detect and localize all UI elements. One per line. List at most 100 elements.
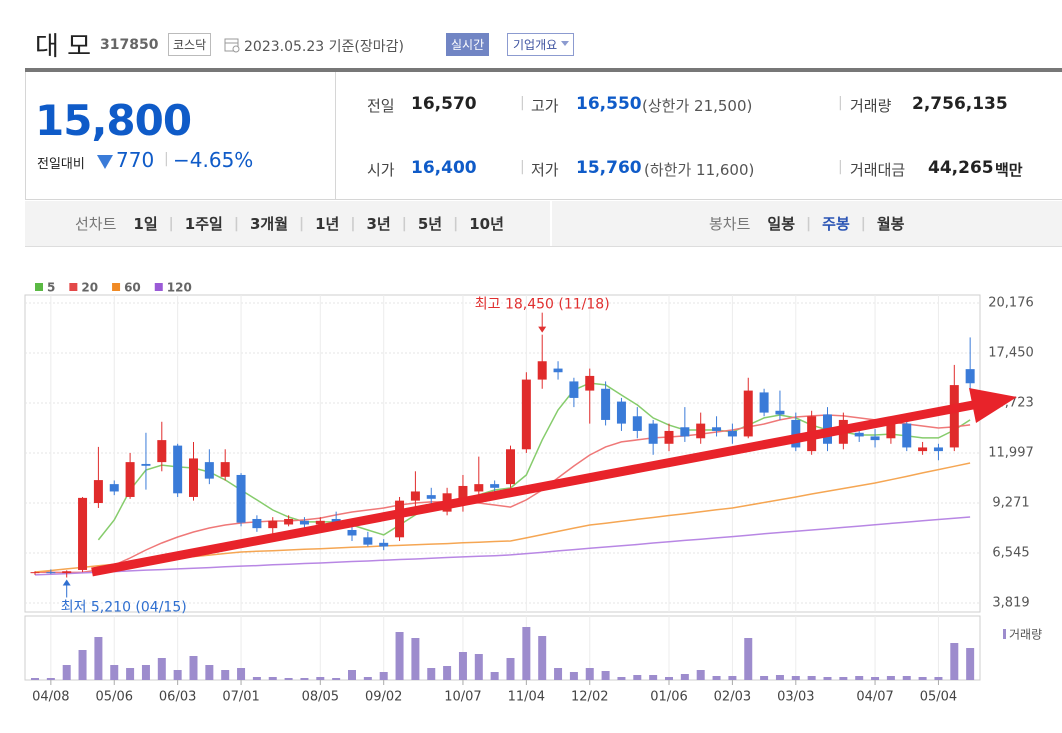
tab[interactable]: 3개월 <box>249 215 288 233</box>
candle-body <box>553 368 563 373</box>
x-tick-label: 11/04 <box>508 690 545 705</box>
volume-bar <box>379 672 388 680</box>
stock-name: 대 모 <box>35 32 92 62</box>
volume-bar <box>458 652 467 680</box>
tab[interactable]: 10년 <box>469 215 504 233</box>
candle-body <box>30 572 40 574</box>
volume-bar <box>443 666 452 680</box>
volume-bar <box>633 675 642 680</box>
realtime-button[interactable]: 실시간 <box>446 33 490 56</box>
candle-body <box>252 518 262 529</box>
candle-body <box>458 485 468 505</box>
moving-average-line <box>35 414 971 574</box>
candle-body <box>743 390 753 437</box>
period-tabs <box>25 201 1062 247</box>
separator: | <box>164 151 169 167</box>
change-label: 전일대비 <box>37 157 85 172</box>
candle-body <box>220 462 230 477</box>
market-badge: 코스닥 <box>168 33 212 56</box>
separator: | <box>233 215 239 232</box>
tab[interactable]: 1일 <box>133 215 158 233</box>
y-tick-label: 17,450 <box>988 345 1034 360</box>
item-value: 15,760 <box>576 158 642 178</box>
moving-average-line <box>97 382 971 541</box>
x-tick-label: 10/07 <box>444 690 481 705</box>
tab[interactable]: 일봉 <box>767 215 796 233</box>
candle-body <box>157 440 167 463</box>
candle-body <box>712 427 722 431</box>
candle-body <box>204 462 214 479</box>
stock-code: 317850 <box>100 37 159 53</box>
candle-body <box>189 458 198 497</box>
x-tick-label: 09/02 <box>365 690 402 705</box>
tab[interactable]: 3년 <box>366 215 391 233</box>
item-value: 16,400 <box>411 158 477 178</box>
volume-bar <box>569 672 578 680</box>
item-label: 거래대금 <box>850 161 906 179</box>
company-button[interactable]: 기업개요 <box>507 33 575 56</box>
volume-bar <box>363 677 372 680</box>
annotation: 최저 5,210 (04/15) <box>61 599 187 615</box>
tab-head: 봉차트 <box>709 215 751 233</box>
company-button-label[interactable]: 기업개요 <box>513 38 558 52</box>
tab[interactable]: 5년 <box>417 215 443 233</box>
candle-body <box>791 419 801 448</box>
legend-label: 120 <box>167 281 192 295</box>
volume-bar <box>126 668 135 680</box>
candle-body <box>109 484 119 492</box>
x-tick-label: 05/04 <box>920 690 957 705</box>
candle-body <box>426 495 436 499</box>
tab[interactable]: 1년 <box>315 215 340 233</box>
x-tick-label: 05/06 <box>96 690 133 705</box>
volume-bar <box>205 665 214 680</box>
y-tick-label: 3,819 <box>992 595 1029 610</box>
volume-bar <box>966 648 975 680</box>
item-label: 거래량 <box>850 97 892 115</box>
candle-body <box>918 447 928 452</box>
volume-bar <box>554 668 563 680</box>
calendar-icon <box>224 38 240 53</box>
tab[interactable]: 월봉 <box>876 215 905 233</box>
volume-bar <box>696 670 705 680</box>
candle-body <box>680 427 690 437</box>
item-value: 2,756,135 <box>912 94 1008 114</box>
tab[interactable]: 주봉 <box>822 215 850 233</box>
base-date: 2023.05.23 기준(장마감) <box>244 39 404 55</box>
candle-body <box>759 392 769 413</box>
volume-bar <box>300 678 309 680</box>
volume-bar <box>490 672 499 680</box>
tab[interactable]: 1주일 <box>184 215 223 233</box>
tab-divider <box>550 201 552 246</box>
volume-legend-swatch <box>1003 629 1006 639</box>
header-bar <box>25 68 1062 72</box>
x-tick-label: 06/03 <box>159 690 196 705</box>
volume-bar <box>522 627 531 680</box>
volume-bar <box>62 665 71 680</box>
legend-swatch <box>69 283 78 291</box>
candle-body <box>521 379 531 450</box>
separator: | <box>838 159 843 175</box>
volume-bar <box>649 675 658 680</box>
candle-body <box>949 385 959 448</box>
volume-bar <box>78 650 87 680</box>
x-tick-label: 04/07 <box>856 690 893 705</box>
candle-body <box>902 423 912 448</box>
x-tick-label: 01/06 <box>650 690 687 705</box>
volume-bar <box>601 671 610 680</box>
candle-body <box>727 430 737 437</box>
volume-bar <box>284 678 293 680</box>
candle-body <box>395 500 405 538</box>
volume-bar <box>157 658 166 680</box>
volume-bar <box>538 636 547 680</box>
candle-body <box>854 432 864 437</box>
volume-bar <box>712 676 721 680</box>
volume-bar <box>237 668 246 680</box>
candle-body <box>78 497 88 570</box>
item-label: 전일 <box>367 97 395 115</box>
volume-panel <box>24 615 981 681</box>
quote-bottom <box>25 199 1062 200</box>
volume-bar <box>807 676 816 680</box>
candle-tabs: 봉차트 일봉 | 주봉 | 월봉 <box>709 213 904 234</box>
volume-bar <box>173 670 182 680</box>
x-tick-label: 04/08 <box>32 690 69 705</box>
